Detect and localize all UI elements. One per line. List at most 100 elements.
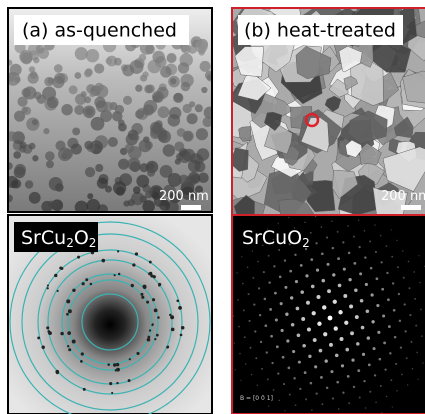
texture: [407, 384, 408, 385]
texture: [320, 376, 323, 379]
texture: [44, 77, 53, 86]
texture: [132, 263, 135, 266]
texture: [56, 371, 59, 374]
texture: [47, 97, 59, 109]
texture: [268, 406, 269, 407]
texture: [135, 252, 138, 255]
texture: [150, 122, 162, 134]
texture: [236, 272, 237, 273]
texture: [135, 110, 144, 119]
texture: [348, 402, 350, 404]
texture: [81, 91, 87, 97]
texture: [47, 285, 49, 287]
texture: [42, 346, 45, 349]
texture: [142, 200, 155, 213]
texture: [72, 340, 76, 344]
texture: [175, 159, 181, 165]
texture: [178, 306, 182, 310]
texture: [158, 284, 160, 286]
texture: [340, 337, 344, 341]
texture: [46, 160, 54, 168]
texture: [47, 287, 49, 289]
texture: [291, 323, 295, 327]
texture: [280, 302, 283, 305]
texture: [308, 355, 311, 358]
texture: [72, 128, 80, 136]
texture: [188, 160, 201, 173]
scale-bar: [401, 205, 421, 210]
texture: [37, 336, 40, 339]
texture: [174, 141, 184, 151]
texture: [347, 225, 349, 227]
texture: [365, 283, 368, 286]
texture: [235, 369, 236, 370]
texture: [414, 298, 416, 300]
texture: [359, 396, 361, 398]
texture: [345, 348, 349, 352]
texture: [337, 231, 339, 233]
texture: [382, 315, 385, 318]
texture: [335, 354, 339, 358]
texture: [315, 216, 316, 217]
texture: [69, 85, 78, 94]
texture: [353, 236, 355, 238]
texture: [317, 322, 321, 326]
texture: [157, 316, 160, 319]
texture: [143, 285, 147, 289]
texture: [181, 326, 185, 330]
texture: [146, 301, 149, 304]
texture: [321, 403, 323, 405]
texture: [240, 380, 241, 381]
texture: [391, 229, 392, 230]
texture: [239, 353, 241, 355]
texture: [28, 72, 39, 83]
texture: [354, 288, 358, 292]
texture: [52, 76, 64, 88]
texture: [357, 369, 360, 372]
texture: [390, 379, 392, 381]
texture: [305, 398, 307, 400]
texture: [313, 338, 317, 342]
texture: [341, 364, 344, 367]
texture: [391, 256, 393, 258]
texture: [368, 364, 371, 367]
texture: [310, 232, 312, 234]
texture: [61, 267, 64, 270]
texture: [139, 140, 152, 153]
texture: [353, 262, 356, 265]
texture: [12, 179, 22, 189]
texture: [204, 107, 216, 119]
texture: [355, 315, 359, 319]
texture: [101, 259, 105, 263]
texture: [228, 332, 229, 333]
texture: [170, 78, 176, 84]
texture: [327, 289, 331, 293]
texture: [55, 140, 65, 150]
texture: [275, 318, 278, 321]
texture: [349, 304, 353, 308]
texture: [241, 256, 242, 257]
scale-bar-label: 200 nm: [381, 189, 425, 204]
texture: [327, 263, 330, 266]
texture: [238, 326, 240, 328]
texture: [422, 362, 423, 363]
texture: [141, 296, 144, 299]
texture: [269, 308, 272, 311]
texture: [29, 143, 36, 150]
panel-label: (b) heat-treated: [244, 20, 396, 42]
texture: [136, 175, 149, 188]
texture: [13, 151, 21, 159]
texture: [406, 357, 408, 359]
texture: [394, 336, 397, 339]
texture: [271, 362, 273, 364]
texture: [180, 334, 183, 337]
texture: [117, 250, 119, 252]
texture: [418, 379, 419, 380]
texture: [325, 359, 328, 362]
texture: [337, 257, 340, 260]
texture: [286, 339, 289, 342]
texture: [381, 261, 383, 263]
texture: [359, 246, 361, 248]
texture: [166, 346, 169, 349]
texture: [94, 97, 105, 108]
